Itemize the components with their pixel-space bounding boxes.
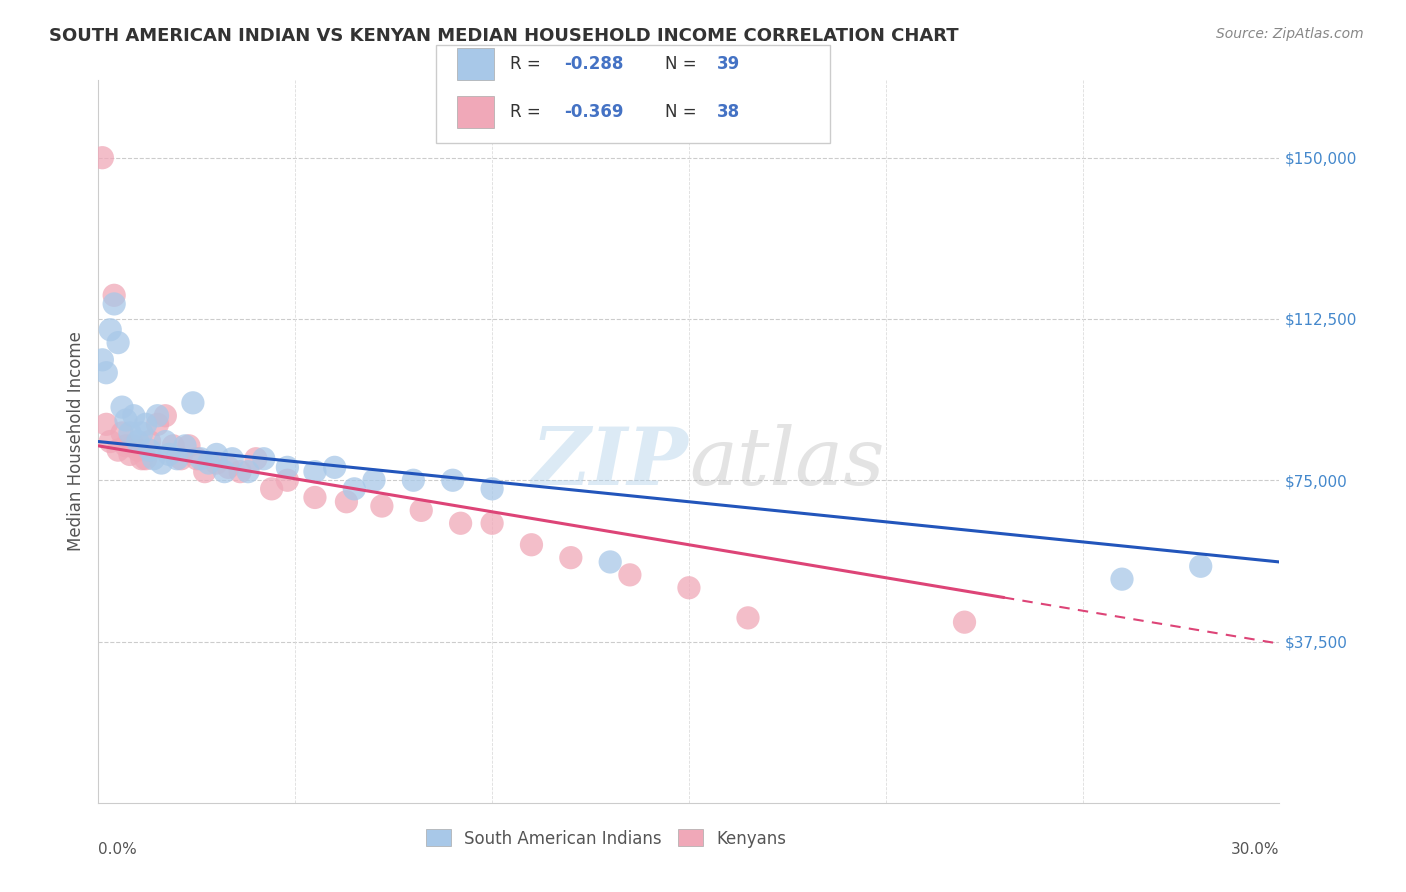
Text: atlas: atlas [689,425,884,502]
Point [107,335,129,350]
Point [441,473,464,487]
Point [276,473,298,487]
Point [194,465,217,479]
Point [229,465,252,479]
Point [170,451,193,466]
Point [363,473,385,487]
Point [260,482,283,496]
Point [737,611,759,625]
Point [221,451,243,466]
Point [599,555,621,569]
Point [138,434,160,449]
Point [335,494,357,508]
Point [138,443,160,458]
Point [276,460,298,475]
Point [157,447,180,461]
Point [155,409,177,423]
Point [115,439,138,453]
Point [96,366,118,380]
Point [402,473,425,487]
Point [98,434,121,449]
Point [190,451,212,466]
Point [135,417,157,432]
Point [197,456,219,470]
Point [111,400,134,414]
Point [122,439,145,453]
Text: N =: N = [665,55,702,73]
Point [245,451,267,466]
Point [214,465,236,479]
Point [118,447,141,461]
Point [560,550,582,565]
Point [98,323,121,337]
Point [127,443,149,458]
Point [131,425,153,440]
Text: R =: R = [510,103,547,121]
Y-axis label: Median Household Income: Median Household Income [66,332,84,551]
Legend: South American Indians, Kenyans: South American Indians, Kenyans [418,821,794,856]
Point [678,581,700,595]
Point [177,439,200,453]
Text: ZIP: ZIP [531,425,689,502]
Point [146,409,169,423]
Point [166,451,188,466]
Point [131,451,153,466]
Point [118,425,141,440]
Point [142,451,165,466]
Point [481,482,503,496]
Point [91,352,114,367]
Point [146,417,169,432]
Point [96,417,118,432]
Point [343,482,366,496]
Text: R =: R = [510,55,547,73]
Point [103,288,125,302]
Point [236,465,259,479]
Point [162,439,184,453]
Point [174,439,197,453]
Point [520,538,543,552]
Text: 38: 38 [717,103,740,121]
Point [135,451,157,466]
Point [91,151,114,165]
Point [181,396,204,410]
Text: 0.0%: 0.0% [98,841,138,856]
Point [450,516,472,531]
Text: Source: ZipAtlas.com: Source: ZipAtlas.com [1216,27,1364,41]
Point [253,451,276,466]
Point [371,499,394,513]
Point [107,443,129,458]
Point [150,456,173,470]
Point [186,451,208,466]
Point [304,491,326,505]
Point [115,413,138,427]
Point [217,460,239,475]
Point [1189,559,1212,574]
Point [1111,572,1133,586]
Point [127,434,149,449]
Point [411,503,433,517]
Text: N =: N = [665,103,702,121]
Text: -0.369: -0.369 [564,103,623,121]
Point [953,615,976,630]
Point [155,434,177,449]
Text: -0.288: -0.288 [564,55,623,73]
Point [323,460,346,475]
Text: SOUTH AMERICAN INDIAN VS KENYAN MEDIAN HOUSEHOLD INCOME CORRELATION CHART: SOUTH AMERICAN INDIAN VS KENYAN MEDIAN H… [49,27,959,45]
Point [111,425,134,440]
Point [619,567,641,582]
Point [122,409,145,423]
Point [103,297,125,311]
Point [205,447,228,461]
Point [205,456,228,470]
Point [481,516,503,531]
Text: 39: 39 [717,55,741,73]
Text: 30.0%: 30.0% [1232,841,1279,856]
Point [304,465,326,479]
